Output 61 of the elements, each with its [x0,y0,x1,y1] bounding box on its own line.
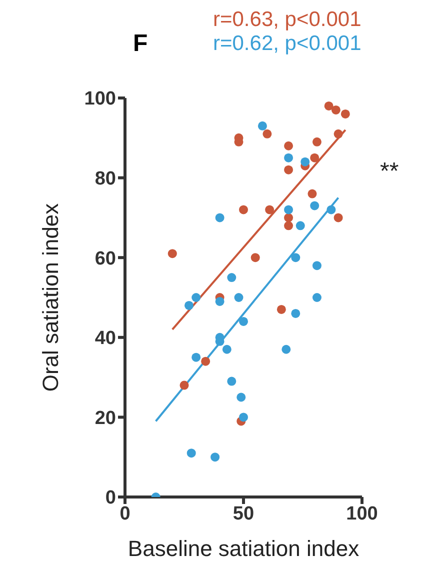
point [282,344,291,354]
point [192,293,201,302]
x-tick-label: 0 [120,503,130,524]
point [291,308,300,318]
point [284,141,294,150]
point [239,316,248,326]
x-tick-label: 100 [346,503,378,524]
point [340,109,350,118]
point [215,296,224,306]
point [331,105,340,114]
point [262,129,272,138]
point [308,189,317,198]
point [180,380,189,390]
y-tick-label: 60 [94,248,116,270]
point [284,153,294,162]
y-tick-label: 20 [94,408,116,429]
point [334,213,343,222]
y-tick-label: 0 [105,488,116,509]
point [284,221,294,230]
chart-title: F [133,30,148,58]
point [192,352,201,362]
point [239,412,248,422]
point [184,300,194,310]
point [265,205,274,214]
point [215,213,224,222]
point [284,205,294,214]
text: ** [380,158,399,186]
point [186,448,196,458]
point [227,273,236,282]
point [312,261,322,270]
text: r=0.63, p<0.001 [213,8,362,32]
point [258,121,267,130]
point [300,157,310,166]
y-tick-label: 100 [84,88,116,110]
point [201,356,210,366]
text: r=0.62, p<0.001 [213,32,362,56]
point [222,344,232,354]
point [239,205,248,214]
point [168,249,177,258]
point [284,165,294,174]
point [312,137,322,146]
point [334,129,343,138]
point [310,201,320,210]
point [227,376,236,386]
point [236,392,246,402]
point [284,213,294,222]
point [312,293,322,302]
point [276,304,286,314]
point [250,253,260,262]
y-axis-title: Oral satiation index [38,203,63,392]
point [291,253,300,262]
point [210,452,220,462]
point [326,205,336,214]
y-tick-label: 40 [94,328,116,350]
x-axis-title: Baseline satiation index [128,536,360,561]
point [324,101,334,110]
point [234,293,244,302]
x-tick-label: 50 [232,503,254,524]
y-tick-label: 80 [94,168,116,190]
point [310,153,320,162]
point [296,221,305,230]
